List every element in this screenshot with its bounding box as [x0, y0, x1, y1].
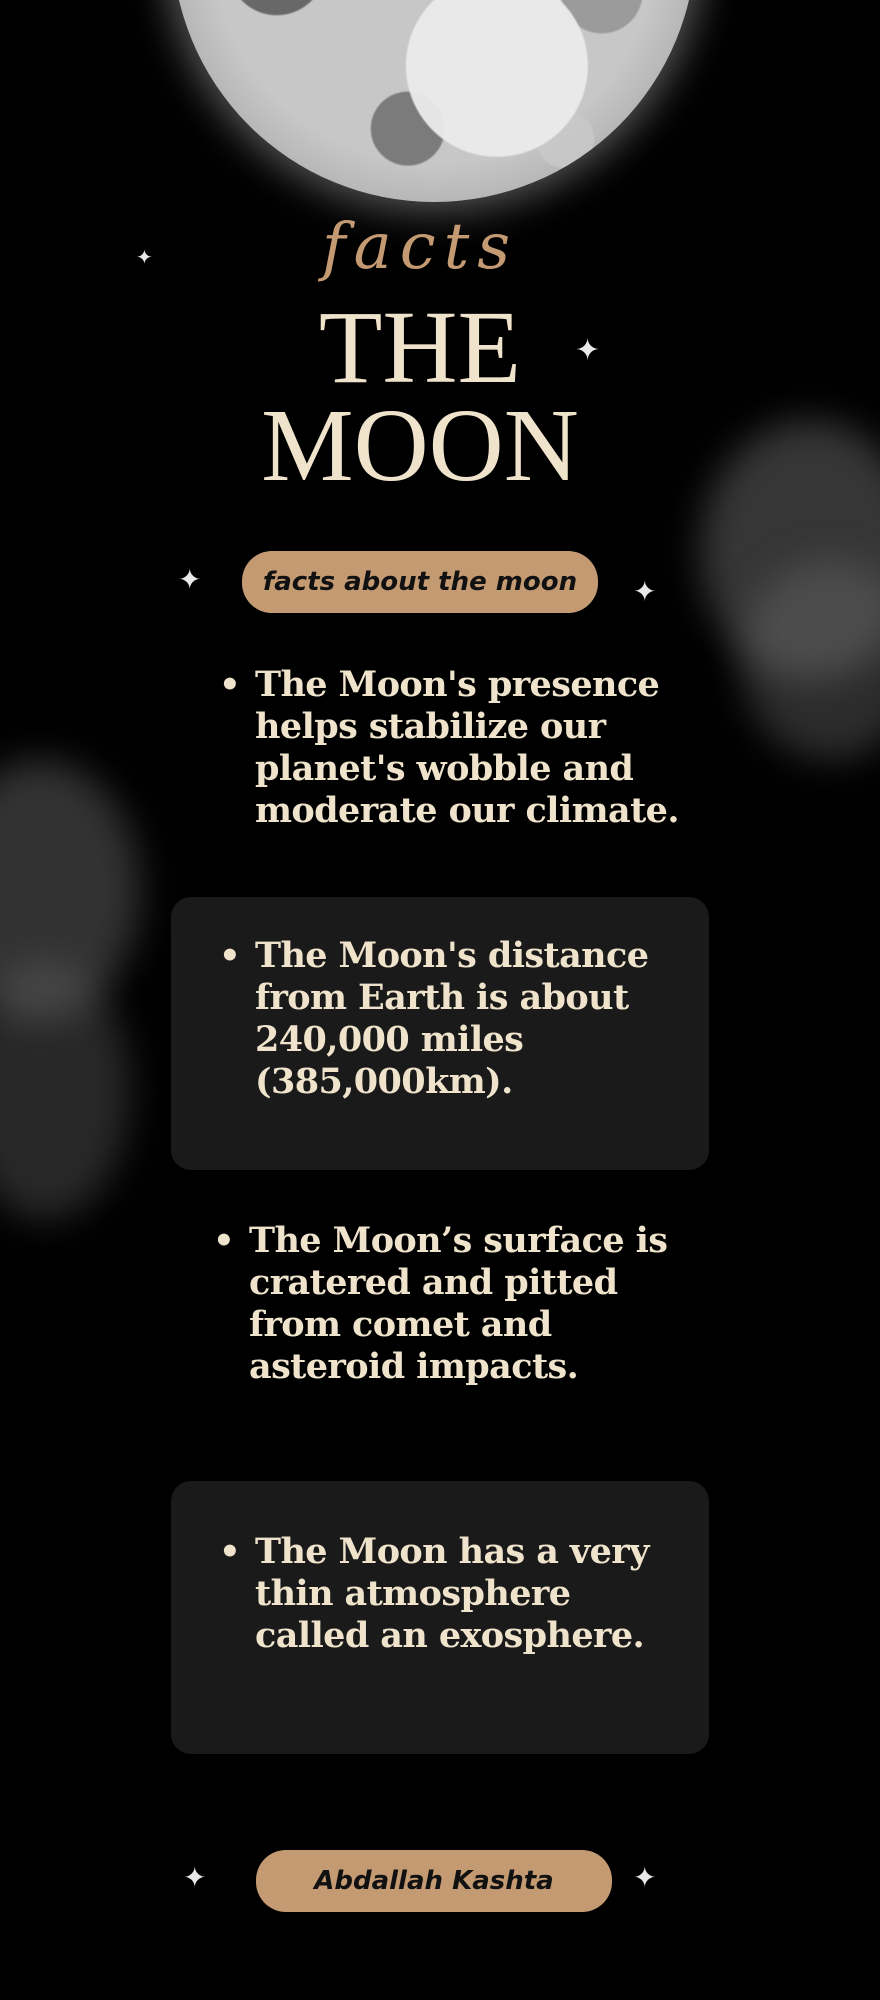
sparkle-icon: ✦ — [136, 245, 153, 269]
sparkle-icon: ✦ — [575, 333, 601, 368]
fact-item: The Moon’s surface is cratered and pitte… — [213, 1220, 689, 1388]
author-badge: Abdallah Kashta — [256, 1850, 612, 1912]
fact-item: The Moon's presence helps stabilize our … — [219, 664, 685, 832]
sparkle-icon: ✦ — [633, 1861, 657, 1894]
page-title-line-2: MOON — [261, 388, 579, 503]
moon-icon — [172, 0, 696, 202]
fact-card: The Moon’s surface is cratered and pitte… — [171, 1210, 709, 1430]
sparkle-icon: ✦ — [633, 575, 657, 608]
sparkle-icon: ✦ — [183, 1861, 207, 1894]
script-heading: facts — [321, 210, 519, 284]
cloud-icon — [700, 420, 880, 680]
cloud-icon — [0, 960, 130, 1220]
fact-item: The Moon's distance from Earth is about … — [219, 935, 685, 1103]
fact-item: The Moon has a very thin atmosphere call… — [219, 1531, 695, 1657]
fact-card: The Moon's distance from Earth is about … — [171, 897, 709, 1170]
page-title-line-1: THE — [318, 290, 522, 405]
fact-card: The Moon has a very thin atmosphere call… — [171, 1481, 709, 1754]
cloud-icon — [740, 560, 880, 760]
subtitle-badge: facts about the moon — [242, 551, 598, 613]
sparkle-icon: ✦ — [178, 563, 202, 596]
fact-card: The Moon's presence helps stabilize our … — [171, 660, 709, 880]
